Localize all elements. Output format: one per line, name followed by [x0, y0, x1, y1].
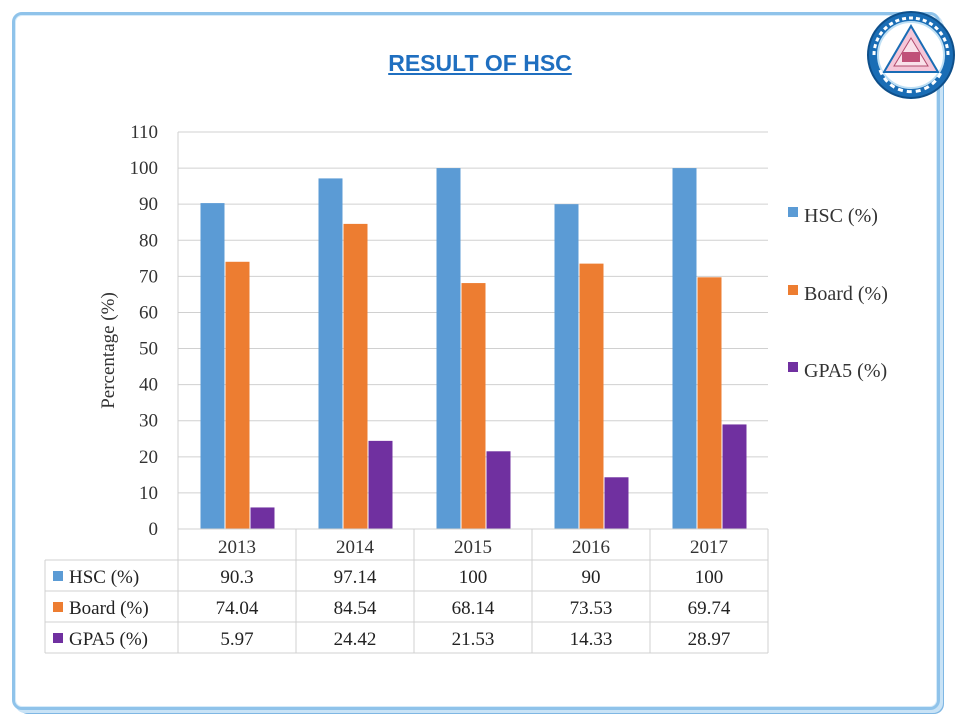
legend-label: HSC (%) — [804, 205, 878, 227]
table-cell-value: 73.53 — [570, 598, 613, 619]
y-tick-label: 0 — [149, 519, 159, 540]
bar — [486, 451, 511, 529]
x-tick-label: 2017 — [690, 537, 728, 558]
table-cell-value: 69.74 — [688, 598, 731, 619]
bar — [697, 277, 722, 529]
table-cell-value: 90 — [582, 567, 601, 588]
table-cell-value: 74.04 — [216, 598, 259, 619]
legend-key — [788, 362, 798, 372]
table-cell-value: 100 — [695, 567, 724, 588]
table-cell-value: 68.14 — [452, 598, 495, 619]
bar — [604, 477, 629, 529]
y-tick-label: 100 — [130, 158, 159, 179]
slide-title: RESULT OF HSC — [388, 50, 572, 76]
bar — [579, 263, 604, 529]
table-legend-key — [53, 571, 63, 581]
legend-label: Board (%) — [804, 283, 888, 305]
legend-key — [788, 285, 798, 295]
y-tick-label: 80 — [139, 230, 158, 251]
legend-label: GPA5 (%) — [804, 360, 887, 382]
bar — [722, 424, 747, 529]
y-axis-label: Percentage (%) — [98, 292, 119, 409]
bar — [554, 204, 579, 529]
slide-frame-shadow — [18, 18, 944, 714]
y-tick-label: 20 — [139, 447, 158, 468]
y-tick-label: 10 — [139, 483, 158, 504]
table-legend-key — [53, 633, 63, 643]
legend-key — [788, 207, 798, 217]
college-seal-icon — [867, 11, 955, 99]
bar — [436, 168, 461, 529]
table-cell-value: 90.3 — [220, 567, 253, 588]
bar — [343, 223, 368, 529]
table-cell-value: 84.54 — [334, 598, 377, 619]
y-tick-label: 50 — [139, 339, 158, 360]
table-cell-value: 14.33 — [570, 629, 613, 650]
bar — [672, 168, 697, 529]
table-legend-key — [53, 602, 63, 612]
table-cell-value: 5.97 — [220, 629, 253, 650]
y-tick-label: 30 — [139, 411, 158, 432]
y-tick-label: 110 — [130, 122, 158, 143]
x-tick-label: 2016 — [572, 537, 610, 558]
bar — [225, 261, 250, 529]
y-tick-label: 40 — [139, 375, 158, 396]
bar — [250, 507, 275, 529]
bar — [318, 178, 343, 529]
y-tick-label: 60 — [139, 302, 158, 323]
x-tick-label: 2013 — [218, 537, 256, 558]
bar — [461, 283, 486, 529]
table-series-name: GPA5 (%) — [69, 629, 148, 650]
table-cell-value: 28.97 — [688, 629, 731, 650]
y-tick-label: 70 — [139, 266, 158, 287]
table-cell-value: 100 — [459, 567, 488, 588]
x-tick-label: 2014 — [336, 537, 375, 558]
table-cell-value: 24.42 — [334, 629, 377, 650]
table-series-name: Board (%) — [69, 598, 149, 619]
bar — [200, 203, 225, 529]
table-series-name: HSC (%) — [69, 567, 139, 588]
y-tick-label: 90 — [139, 194, 158, 215]
table-cell-value: 97.14 — [334, 567, 377, 588]
bar — [368, 440, 393, 529]
table-cell-value: 21.53 — [452, 629, 495, 650]
x-tick-label: 2015 — [454, 537, 492, 558]
